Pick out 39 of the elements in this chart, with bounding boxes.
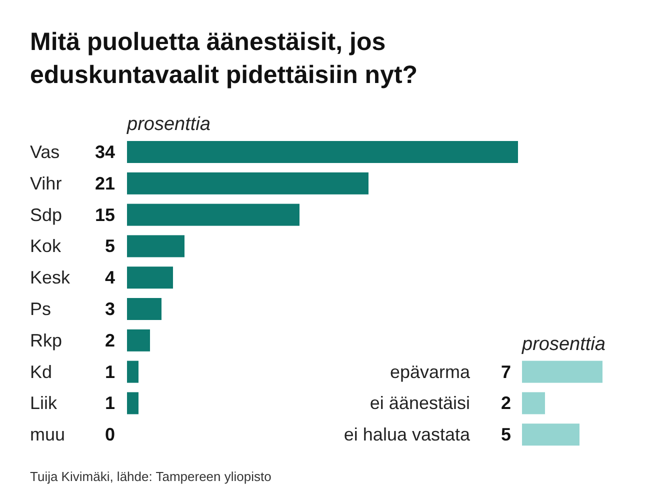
bar bbox=[127, 298, 162, 320]
data-label: 3 bbox=[104, 299, 115, 319]
y-tick-label: ei halua vastata bbox=[344, 424, 471, 445]
x-axis-title: prosenttia bbox=[521, 334, 606, 355]
bar bbox=[127, 360, 138, 383]
data-label: 0 bbox=[104, 424, 115, 445]
y-tick-label: Vihr bbox=[30, 173, 62, 194]
y-tick-label: Kd bbox=[30, 362, 52, 382]
bar bbox=[127, 392, 138, 414]
data-label: 15 bbox=[94, 204, 115, 225]
text: Tuija Kivimäki, lähde: Tampereen yliopisto bbox=[30, 469, 272, 484]
y-tick-label: Vas bbox=[30, 142, 60, 162]
bar bbox=[127, 172, 368, 194]
y-tick-label: Rkp bbox=[30, 330, 62, 350]
bar bbox=[127, 141, 518, 163]
data-label: 2 bbox=[104, 330, 115, 350]
y-tick-label: muu bbox=[30, 424, 66, 445]
data-label: 21 bbox=[94, 173, 115, 194]
y-tick-label: ei äänestäisi bbox=[370, 393, 470, 414]
data-label: 1 bbox=[104, 362, 115, 382]
bar bbox=[127, 266, 173, 289]
bar bbox=[127, 204, 300, 226]
chart-title: Mitä puoluetta äänestäisit, jos eduskuntavaalit pidettäisiin nyt? bbox=[30, 28, 418, 89]
data-label: 2 bbox=[500, 393, 511, 414]
y-tick-label: Liik bbox=[30, 393, 58, 414]
data-label: 4 bbox=[104, 268, 115, 288]
data-label: 1 bbox=[104, 393, 115, 414]
bar bbox=[127, 235, 184, 258]
y-tick-label: Sdp bbox=[30, 204, 62, 225]
data-label: 34 bbox=[94, 142, 115, 162]
x-axis-title: prosenttia bbox=[126, 114, 210, 135]
y-tick-label: Ps bbox=[30, 299, 52, 319]
data-label: 5 bbox=[500, 424, 511, 445]
y-tick-label: Kok bbox=[30, 236, 62, 256]
y-tick-label: Kesk bbox=[30, 268, 72, 288]
y-tick-label: epävarma bbox=[390, 362, 471, 382]
data-label: 7 bbox=[500, 362, 511, 382]
bar bbox=[127, 329, 150, 352]
data-label: 5 bbox=[104, 236, 115, 256]
